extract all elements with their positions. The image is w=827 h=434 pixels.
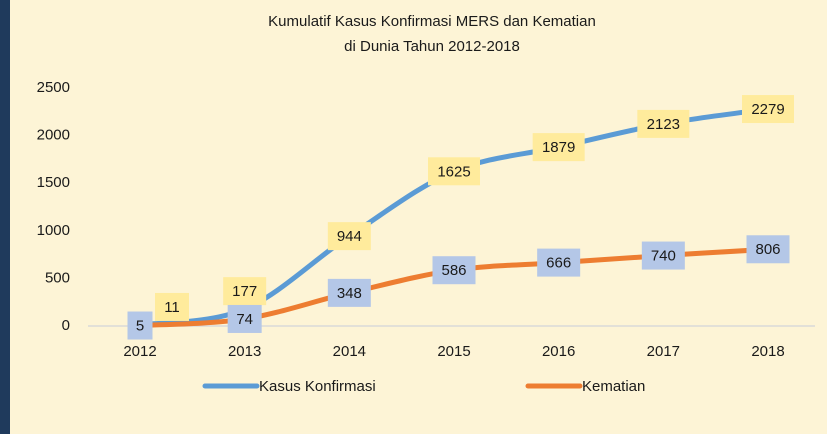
data-label: 74 [236,311,253,328]
data-label: 666 [546,255,571,272]
label-box [428,157,480,186]
label-box [742,95,794,124]
legend-label: Kematian [582,378,645,395]
label-box [155,292,189,321]
x-tick-label: 2014 [333,343,366,360]
data-label: 11 [164,299,180,316]
x-tick-label: 2013 [228,343,261,360]
x-tick-label: 2012 [123,343,156,360]
data-label: 348 [337,285,362,302]
label-box [223,277,267,306]
label-box [532,133,585,162]
x-tick-label: 2017 [647,343,680,360]
label-box [641,241,685,270]
label-box [327,222,371,251]
legend-label: Kasus Konfirmasi [259,378,376,395]
x-tick-label: 2016 [542,343,575,360]
data-label: 944 [337,228,362,245]
data-label: 5 [136,317,144,334]
chart-title: di Dunia Tahun 2012-2018 [344,38,520,55]
chart-title: Kumulatif Kasus Konfirmasi MERS dan Kema… [268,13,596,30]
x-tick-label: 2018 [751,343,784,360]
y-tick-label: 2000 [37,127,70,144]
data-label: 177 [232,283,257,300]
data-label: 1625 [437,163,470,180]
data-label: 1879 [542,139,575,156]
label-box [537,248,581,277]
label-box [227,304,262,333]
label-box [432,256,476,285]
data-label: 740 [651,248,676,265]
data-label: 586 [441,262,466,279]
data-label: 2279 [751,101,784,118]
label-box [127,311,153,340]
y-tick-label: 500 [45,269,70,286]
x-tick-label: 2015 [437,343,470,360]
y-tick-label: 0 [62,317,70,334]
y-tick-label: 1000 [37,222,70,239]
side-stripe [0,0,10,434]
data-label: 806 [755,241,780,258]
label-box [327,278,371,307]
y-tick-label: 1500 [37,174,70,191]
label-box [746,235,790,264]
label-box [637,109,690,138]
data-label: 2123 [647,116,680,133]
y-tick-label: 2500 [37,79,70,96]
